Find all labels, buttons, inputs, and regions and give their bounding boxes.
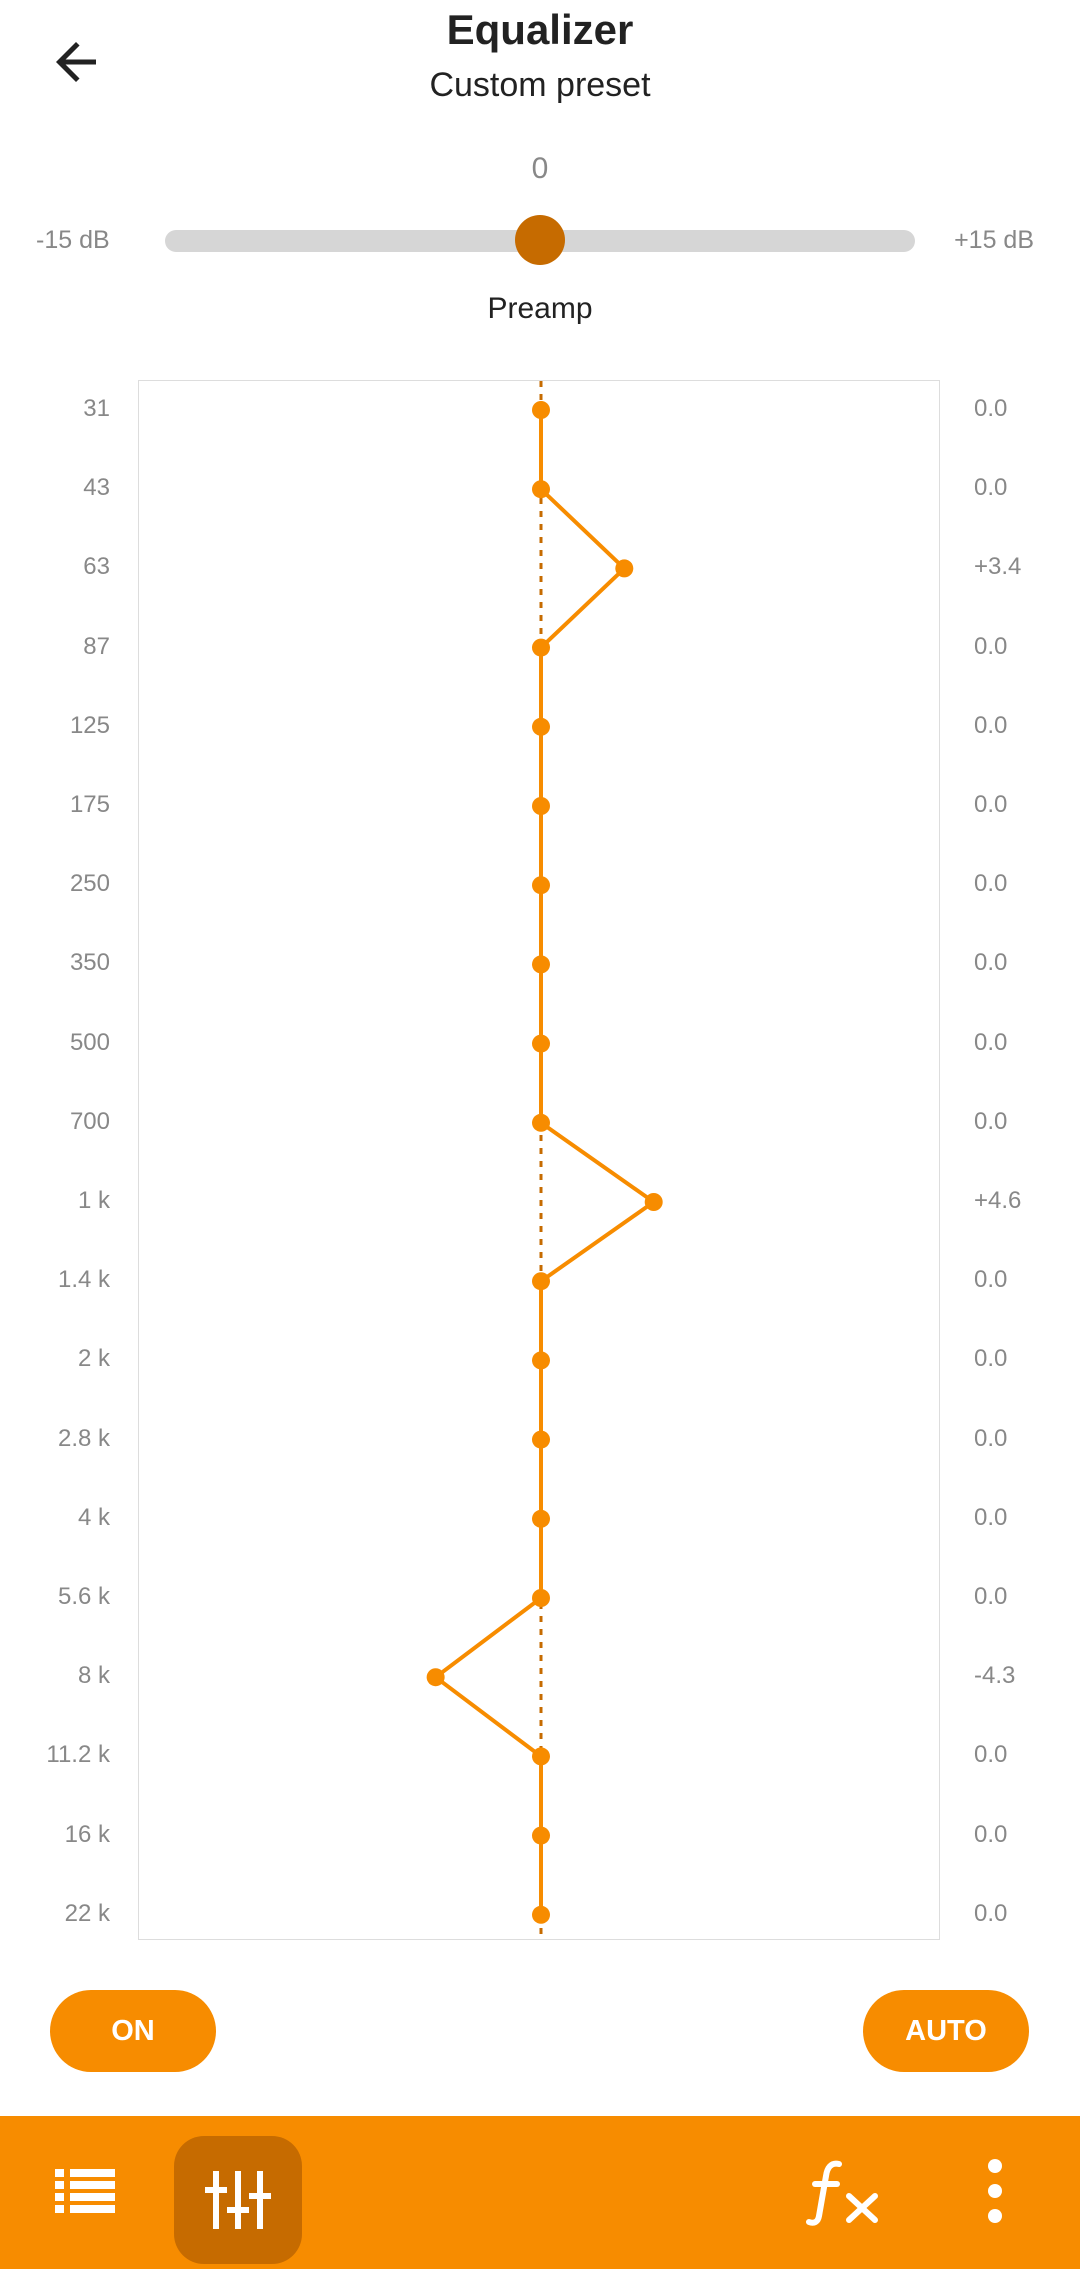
preamp-slider-thumb[interactable] (515, 215, 565, 265)
preset-name: Custom preset (429, 66, 651, 104)
band-gain-label: 0.0 (974, 1503, 1008, 1531)
band-frequency-label: 22 k (64, 1899, 110, 1927)
band-handle[interactable] (532, 955, 550, 974)
band-gain-label: 0.0 (974, 1741, 1008, 1769)
band-frequency-label: 175 (69, 791, 110, 818)
band-frequency-label: 63 (83, 553, 110, 581)
band-gain-label: 0.0 (974, 1899, 1008, 1927)
band-frequency-label: 8 k (77, 1662, 110, 1690)
band-handle[interactable] (532, 1272, 550, 1291)
band-frequency-label: 11.2 k (46, 1741, 110, 1769)
bottom-bar (0, 2116, 1080, 2269)
equalizer-graph[interactable] (138, 380, 941, 1941)
band-frequency-label: 350 (69, 949, 110, 977)
band-handle[interactable] (532, 717, 550, 736)
band-frequency-label: 2 k (77, 1345, 110, 1373)
band-frequency-label: 1.4 k (57, 1266, 110, 1294)
band-handle[interactable] (532, 1430, 550, 1449)
band-frequency-label: 2.8 k (57, 1424, 110, 1452)
band-frequency-label: 125 (69, 711, 110, 739)
band-handle[interactable] (644, 1193, 663, 1211)
band-gain-label: 0.0 (974, 474, 1008, 502)
band-frequency-label: 87 (83, 632, 110, 660)
band-handle[interactable] (532, 401, 550, 419)
equalizer-tab-button[interactable] (174, 2136, 302, 2264)
band-frequency-label: 16 k (64, 1820, 110, 1848)
band-handle[interactable] (532, 1351, 550, 1370)
band-gain-label: 0.0 (974, 395, 1008, 422)
equalizer-curve-line (433, 410, 656, 1915)
band-frequency-label: 5.6 k (57, 1583, 110, 1610)
header: Equalizer Custom preset (0, 0, 1080, 140)
band-gain-label: 0.0 (974, 1820, 1008, 1848)
band-handle[interactable] (532, 1826, 550, 1845)
band-gain-label: +4.6 (974, 1187, 1022, 1214)
band-handle[interactable] (532, 1113, 550, 1132)
auto-button[interactable]: AUTO (863, 1990, 1029, 2072)
band-frequency-label: 1 k (77, 1187, 110, 1214)
preamp-min-label: -15 dB (36, 226, 110, 254)
band-gain-label: +3.4 (974, 553, 1022, 581)
preamp-value: 0 (531, 152, 549, 185)
list-icon (55, 2169, 115, 2213)
band-handle[interactable] (532, 480, 550, 499)
band-frequency-label: 4 k (77, 1503, 110, 1531)
band-gain-label: 0.0 (974, 1583, 1008, 1610)
band-gain-label: 0.0 (974, 870, 1008, 898)
band-frequency-label: 250 (69, 870, 110, 898)
equalizer-curve[interactable] (139, 381, 941, 1941)
equalizer-sliders-icon (205, 2171, 271, 2229)
band-frequency-label: 43 (83, 474, 110, 502)
band-gain-label: 0.0 (974, 632, 1008, 660)
band-handle[interactable] (532, 876, 550, 895)
band-handle[interactable] (532, 638, 550, 657)
preamp-label: Preamp (487, 292, 593, 325)
band-gain-label: 0.0 (974, 711, 1008, 739)
arrow-left-icon (56, 42, 96, 82)
band-gain-label: 0.0 (974, 1266, 1008, 1294)
band-frequency-label: 700 (69, 1107, 110, 1135)
band-handle[interactable] (532, 797, 550, 815)
band-gain-label: 0.0 (974, 1345, 1008, 1373)
band-gain-label: 0.0 (974, 1107, 1008, 1135)
preamp-max-label: +15 dB (954, 226, 1034, 254)
band-gain-label: 0.0 (974, 1424, 1008, 1452)
page-title: Equalizer (446, 6, 634, 53)
band-handle[interactable] (532, 1509, 550, 1528)
band-frequency-label: 500 (69, 1028, 110, 1056)
band-handle[interactable] (532, 1589, 550, 1607)
more-vert-icon (988, 2159, 1002, 2223)
effects-button[interactable] (795, 2136, 895, 2246)
band-gain-label: 0.0 (974, 1028, 1008, 1056)
band-handle[interactable] (532, 1905, 550, 1924)
more-options-button[interactable] (960, 2136, 1030, 2246)
on-button[interactable]: ON (50, 1990, 216, 2072)
band-frequency-label: 31 (83, 395, 110, 422)
presets-list-button[interactable] (40, 2136, 130, 2246)
band-gain-label: 0.0 (974, 949, 1008, 977)
band-gain-label: -4.3 (974, 1662, 1016, 1690)
back-button[interactable] (36, 22, 116, 102)
band-handle[interactable] (426, 1668, 445, 1687)
band-gain-label: 0.0 (974, 791, 1008, 818)
band-handle[interactable] (615, 559, 634, 578)
band-handle[interactable] (532, 1747, 550, 1766)
band-handle[interactable] (532, 1034, 550, 1053)
fx-icon (806, 2160, 878, 2226)
